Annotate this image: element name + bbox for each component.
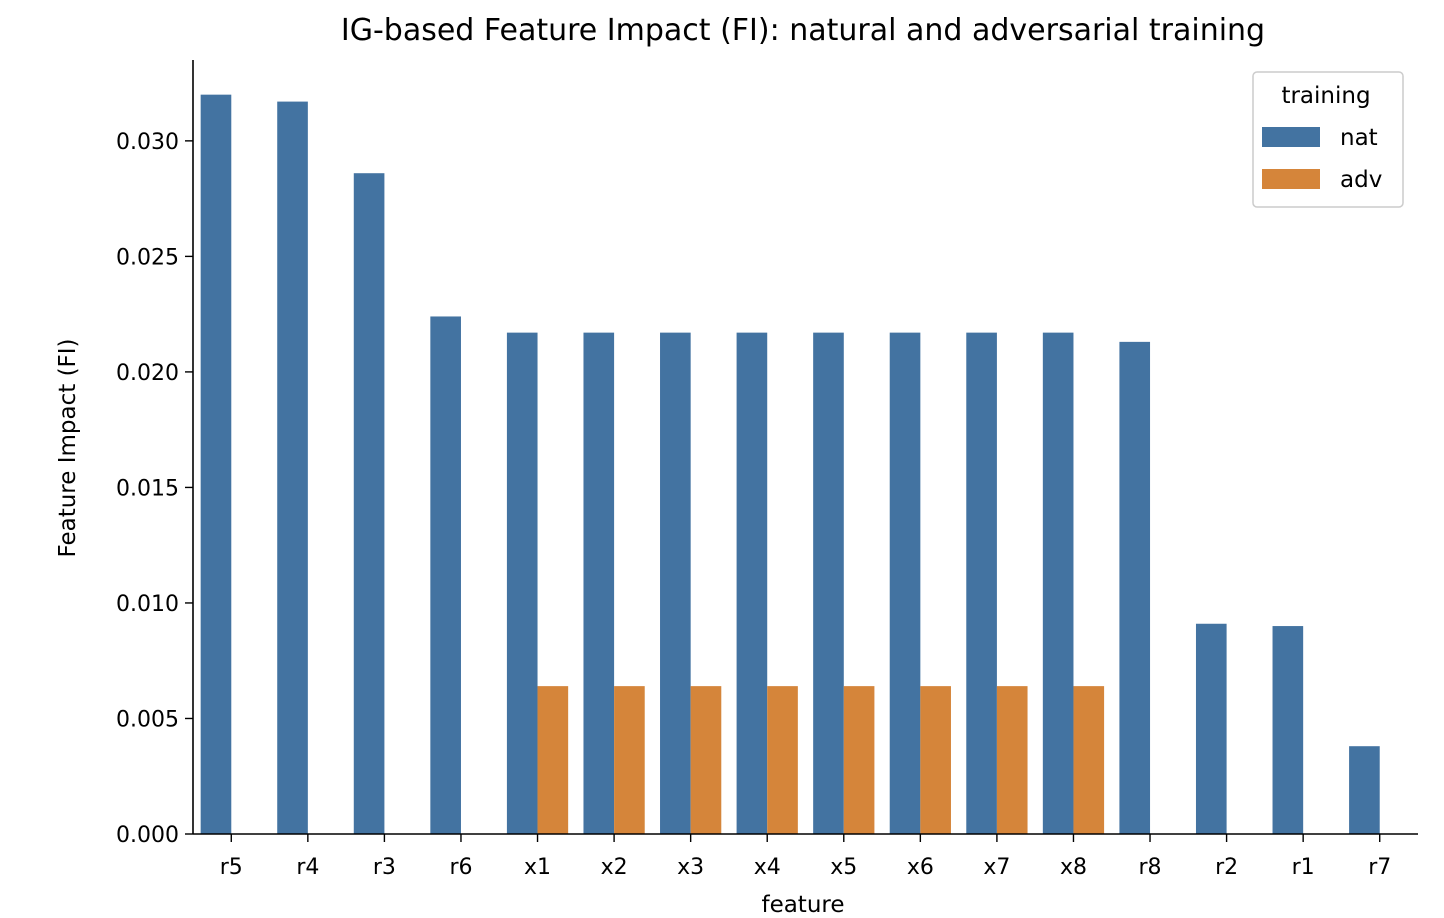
bar-nat-r1 (1272, 626, 1304, 834)
chart-title: IG-based Feature Impact (FI): natural an… (341, 13, 1265, 48)
bar-nat-x6 (889, 332, 921, 834)
x-tick-label-r2: r2 (1215, 855, 1238, 880)
x-axis: r5 r4 r3 r6 x1 x2 x3 x4 x5 x6 x7 x8 r8 r2 r1 r7 (193, 833, 1418, 880)
bar-nat-x5 (813, 332, 844, 834)
bar-nat-r6 (430, 316, 461, 835)
x-tick-label-x7: x7 (983, 855, 1010, 880)
bar-adv-x3 (690, 686, 722, 834)
bar-nat-x7 (966, 332, 997, 834)
y-tick-label: 0.020 (116, 361, 179, 386)
bar-nat-r8 (1119, 341, 1151, 834)
bar-adv-x1 (537, 686, 569, 834)
x-tick-label-x2: x2 (601, 855, 628, 880)
y-tick-label: 0.030 (116, 130, 179, 155)
bar-adv-x8 (1073, 686, 1105, 834)
bar-nat-x2 (583, 332, 615, 834)
legend-swatch-nat (1262, 127, 1320, 147)
legend-label-nat: nat (1340, 125, 1378, 151)
x-axis-label: feature (761, 892, 844, 918)
x-tick-label-x4: x4 (754, 855, 781, 880)
y-axis: 0.000 0.005 0.010 0.015 0.020 0.025 0.030 (116, 60, 194, 848)
legend-label-adv: adv (1340, 167, 1382, 193)
x-tick-label-r7: r7 (1368, 855, 1391, 880)
x-tick-label-r6: r6 (449, 855, 472, 880)
bar-adv-x2 (614, 686, 645, 834)
bar-adv-x5 (843, 686, 875, 834)
bar-nat-x8 (1042, 332, 1074, 834)
plot-area (200, 94, 1380, 835)
y-tick-label: 0.025 (116, 245, 179, 270)
x-tick-label-r1: r1 (1292, 855, 1315, 880)
y-tick-label: 0.015 (116, 476, 179, 501)
bar-adv-x4 (767, 686, 798, 834)
bar-adv-x6 (920, 686, 951, 834)
x-tick-label-x5: x5 (830, 855, 857, 880)
x-tick-label-x3: x3 (677, 855, 704, 880)
legend-swatch-adv (1262, 169, 1320, 189)
legend: training nat adv (1252, 71, 1404, 208)
x-tick-label-r8: r8 (1139, 855, 1162, 880)
bar-nat-r5 (200, 94, 232, 834)
bar-nat-x4 (736, 332, 768, 834)
y-axis-label: Feature Impact (FI) (55, 338, 81, 557)
bar-nat-r7 (1349, 746, 1380, 834)
bar-nat-r4 (277, 101, 308, 835)
x-tick-label-r4: r4 (296, 855, 319, 880)
x-tick-label-r3: r3 (373, 855, 396, 880)
bar-nat-x3 (660, 332, 691, 834)
y-tick-label: 0.005 (116, 707, 179, 732)
x-tick-label-x8: x8 (1060, 855, 1087, 880)
bar-nat-x1 (506, 332, 538, 834)
legend-title: training (1281, 83, 1370, 109)
x-tick-label-x1: x1 (524, 855, 551, 880)
y-tick-label: 0.000 (116, 823, 179, 848)
bar-nat-r2 (1195, 623, 1227, 834)
x-tick-label-r5: r5 (220, 855, 243, 880)
bar-adv-x7 (996, 686, 1028, 834)
bar-nat-r3 (353, 173, 385, 834)
x-tick-label-x6: x6 (907, 855, 934, 880)
y-tick-label: 0.010 (116, 592, 179, 617)
